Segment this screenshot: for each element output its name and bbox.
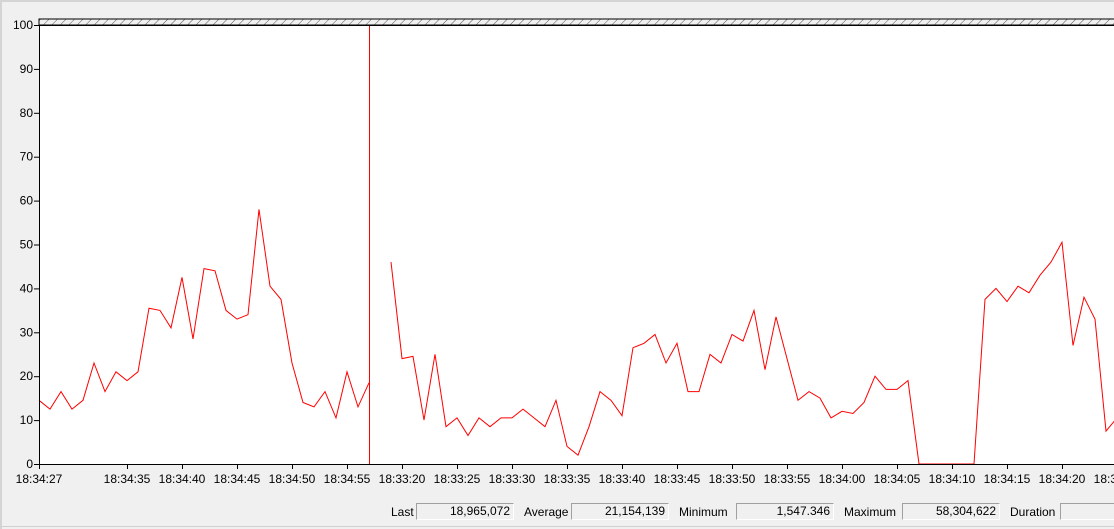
x-tick-label: 18:33:20 [379, 472, 426, 486]
series-line-segment [38, 209, 370, 420]
y-tick-label: 90 [20, 62, 34, 76]
y-tick-label: 30 [20, 325, 34, 339]
x-tick-label: 18:34:15 [984, 472, 1031, 486]
x-tick-label: 18:34:40 [159, 472, 206, 486]
x-tick-label: 18:33:30 [489, 472, 536, 486]
x-tick-label: 18:34:05 [874, 472, 921, 486]
y-tick-label: 100 [13, 18, 33, 32]
x-axis: 18:34:27 18:34:35 18:34:40 18:34:45 18:34:50… [16, 464, 1114, 486]
x-tick-label: 18:34:27 [16, 472, 63, 486]
x-tick-label: 18:33:50 [709, 472, 756, 486]
average-label: Average [524, 505, 569, 519]
x-tick-label: 18:33:40 [599, 472, 646, 486]
x-tick-label: 18:33:35 [544, 472, 591, 486]
duration-label: Duration [1010, 505, 1056, 519]
y-axis: 0 10 20 30 40 50 60 70 80 90 100 [13, 18, 39, 471]
y-tick-label: 50 [20, 238, 34, 252]
y-tick-label: 10 [20, 413, 34, 427]
x-tick-label: 18:33:25 [434, 472, 481, 486]
minimum-value: 1,547.346 [736, 503, 834, 520]
duration-value [1060, 503, 1114, 520]
series-line-segment [390, 240, 1114, 465]
x-tick-label: 18:33:45 [654, 472, 701, 486]
y-tick-label: 0 [26, 457, 33, 471]
maximum-value: 58,304,622 [902, 503, 1000, 520]
x-tick-label: 18:34:50 [269, 472, 316, 486]
y-tick-label: 60 [20, 194, 34, 208]
plot-area [39, 25, 1114, 464]
x-tick-label: 18:34:25 [1094, 472, 1114, 486]
x-tick-label: 18:34:10 [929, 472, 976, 486]
x-tick-label: 18:34:20 [1039, 472, 1086, 486]
x-tick-label: 18:34:00 [819, 472, 866, 486]
overflow-band [38, 18, 1114, 26]
maximum-label: Maximum [844, 505, 897, 519]
window-bottom-border [0, 526, 1114, 527]
minimum-label: Minimum [679, 505, 728, 519]
y-tick-label: 20 [20, 369, 34, 383]
y-tick-label: 70 [20, 150, 34, 164]
y-tick-label: 40 [20, 281, 34, 295]
x-tick-label: 18:34:35 [104, 472, 151, 486]
average-value: 21,154,139 [571, 503, 669, 520]
y-tick-label: 80 [20, 106, 34, 120]
last-label: Last [391, 505, 414, 519]
series-lines [38, 209, 1114, 465]
x-tick-label: 18:34:45 [214, 472, 261, 486]
x-tick-label: 18:34:55 [324, 472, 371, 486]
x-tick-label: 18:33:55 [764, 472, 811, 486]
last-value: 18,965,072 [416, 503, 514, 520]
